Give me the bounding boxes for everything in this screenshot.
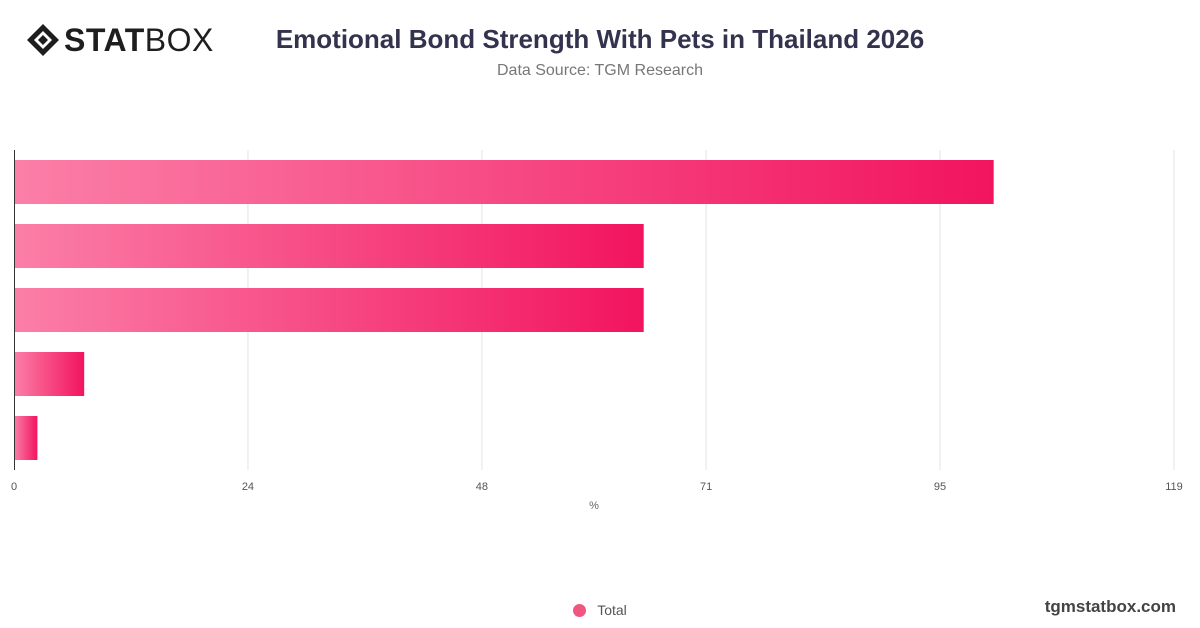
x-tick-label: 24 — [242, 481, 254, 493]
bar[interactable] — [14, 416, 38, 460]
bar[interactable] — [14, 160, 994, 204]
bar[interactable] — [14, 224, 644, 268]
statbox-logo: STATBOX — [26, 22, 214, 58]
bars — [14, 160, 994, 460]
chart-subtitle: Data Source: TGM Research — [496, 62, 703, 79]
x-tick-label: 119 — [1165, 481, 1183, 493]
x-tick-label: 48 — [476, 481, 488, 493]
x-axis-ticks: 0 24 48 71 95 119 — [11, 481, 1183, 493]
bar[interactable] — [14, 352, 85, 396]
legend-label-total: Total — [597, 602, 627, 618]
legend-marker — [573, 603, 587, 617]
bar[interactable] — [14, 288, 644, 332]
x-tick-label: 71 — [700, 481, 712, 493]
logo-text-bold: STAT — [64, 22, 145, 58]
x-tick-label: 95 — [934, 481, 946, 493]
x-tick-label: 0 — [11, 481, 17, 493]
logo-text-light: BOX — [144, 22, 214, 58]
chart-title: Emotional Bond Strength With Pets in Tha… — [275, 24, 925, 54]
x-axis-label: % — [589, 500, 599, 512]
legend: Total — [0, 602, 1200, 618]
diamond-logo-icon — [27, 24, 59, 56]
footer-url: tgmstatbox.com — [1044, 597, 1176, 616]
